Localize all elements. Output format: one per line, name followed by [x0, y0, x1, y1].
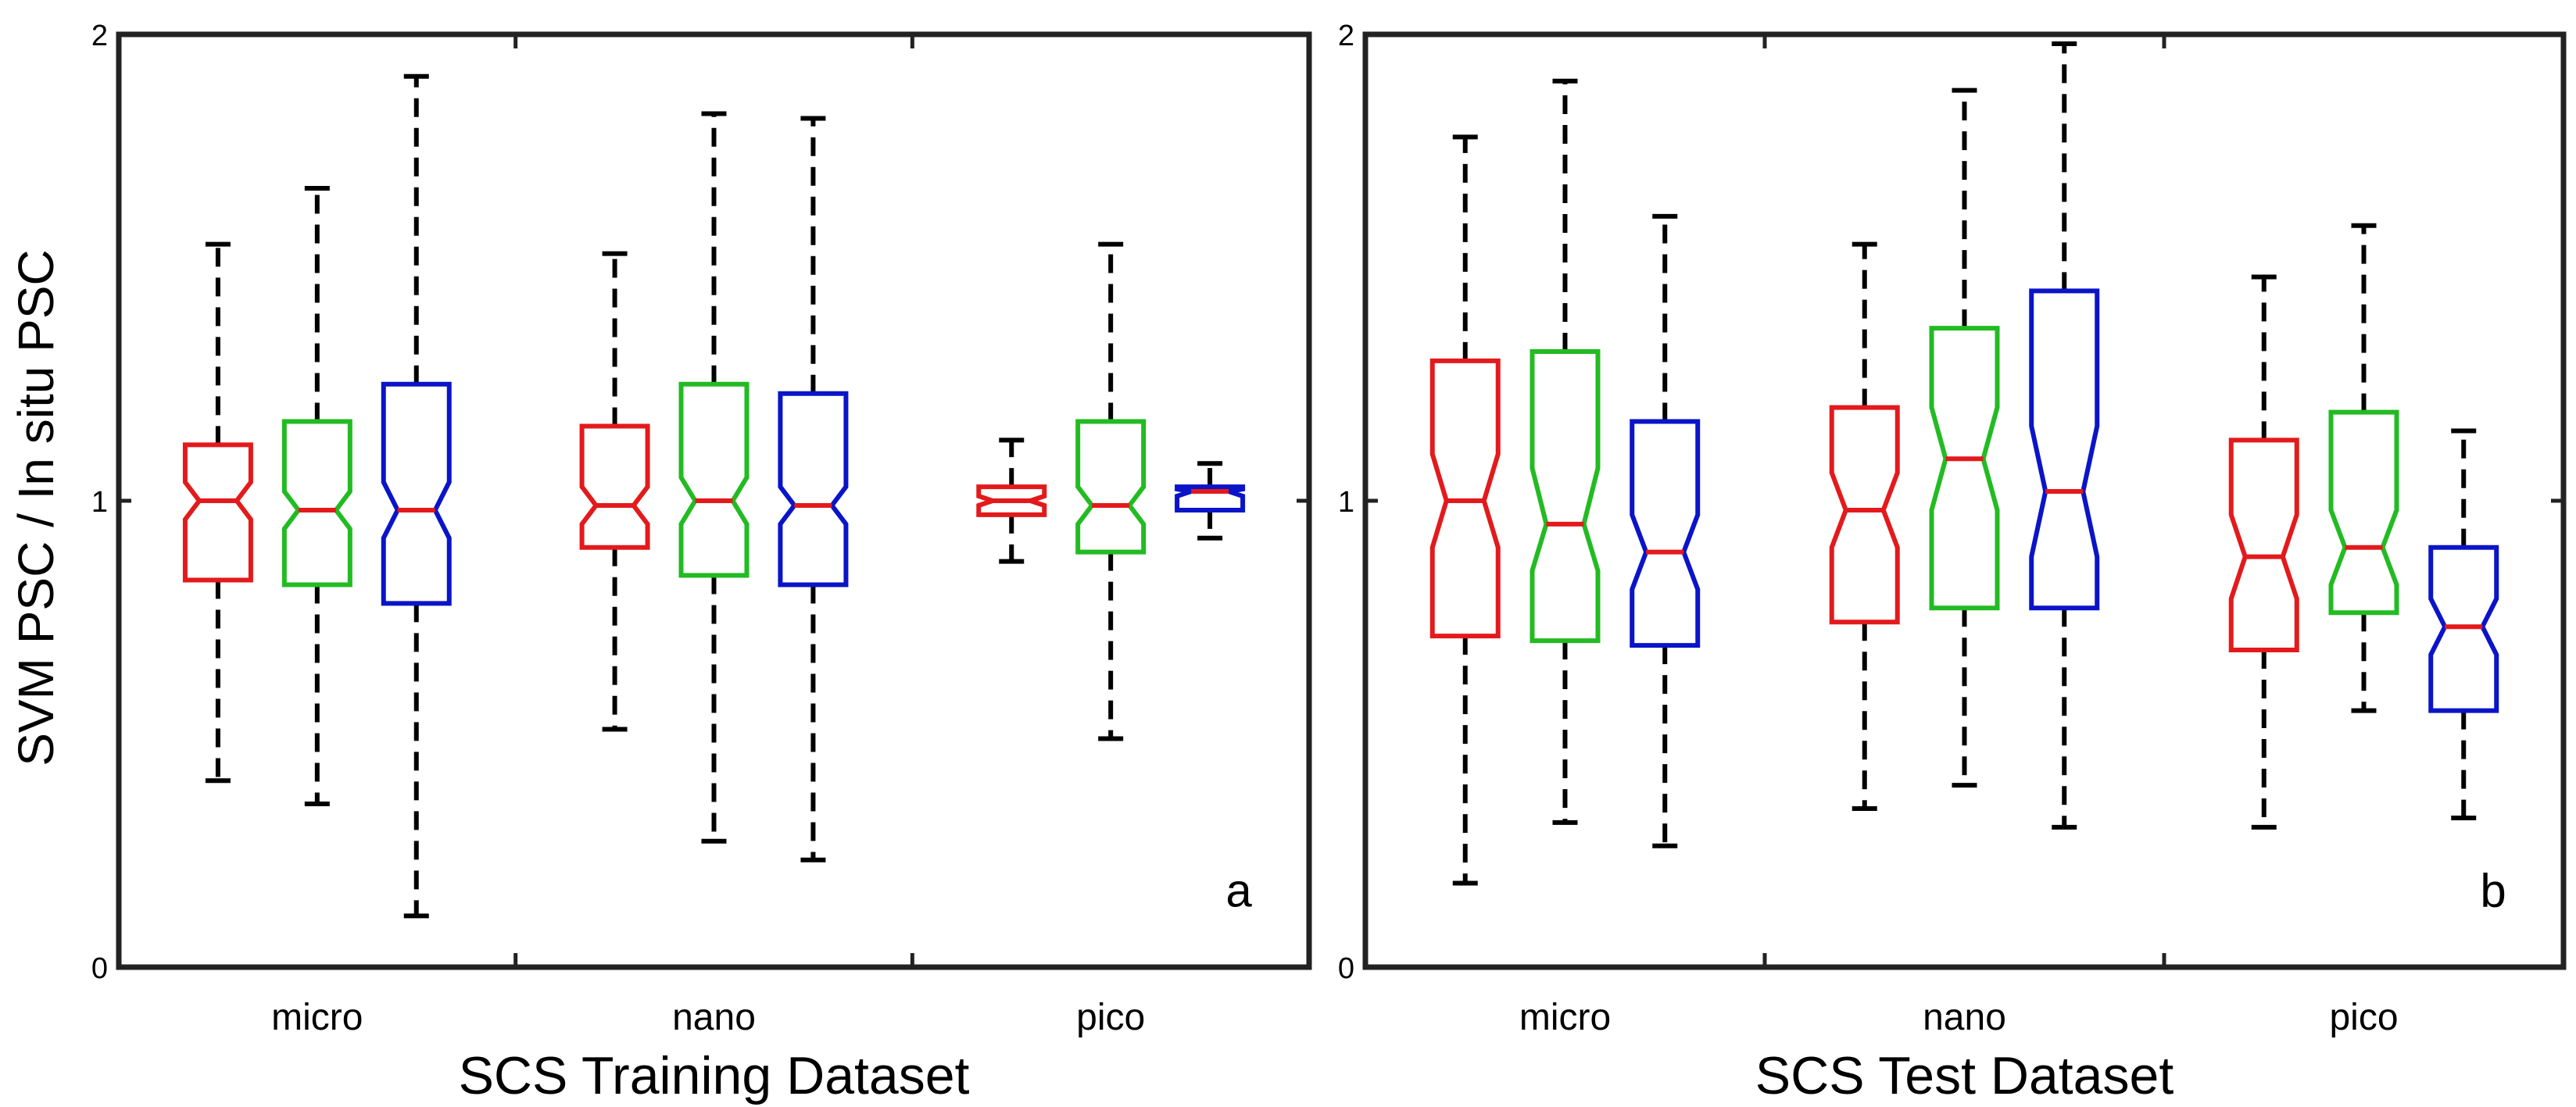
x-tick-label-nano: nano	[672, 997, 756, 1038]
x-tick-label-pico: pico	[2329, 997, 2398, 1038]
x-axis-label-b: SCS Test Dataset	[1755, 1046, 2174, 1105]
box-body	[1530, 348, 1601, 644]
box-a-micro-3	[381, 73, 452, 919]
box-body	[2228, 437, 2299, 653]
panel-b-test: 0 1 2 micro nano pico SCS Test Dataset b	[1338, 20, 2567, 1105]
box-body	[778, 391, 849, 587]
box-body	[2029, 288, 2100, 611]
box-b-pico-3	[2428, 428, 2499, 820]
box-b-pico-2	[2328, 223, 2399, 713]
box-body	[579, 423, 650, 550]
y-tick-label: 1	[1338, 486, 1354, 519]
panel-label-b: b	[2480, 864, 2506, 916]
box-b-nano-1	[1829, 241, 1900, 812]
box-a-micro-2	[281, 186, 352, 807]
box-body	[1630, 419, 1701, 648]
box-b-micro-2	[1530, 78, 1601, 825]
y-tick-label: 2	[91, 20, 108, 52]
panel-label-a: a	[1225, 864, 1252, 916]
box-b-pico-1	[2228, 274, 2299, 830]
y-axis-label: SVM PSC / In situ PSC	[8, 249, 64, 766]
box-body	[1929, 326, 2000, 611]
box-body	[182, 442, 253, 583]
x-axis-label-a: SCS Training Dataset	[459, 1046, 970, 1105]
box-body	[1829, 405, 1900, 625]
y-tick-label: 0	[91, 952, 108, 985]
x-tick-label-nano: nano	[1923, 997, 2006, 1038]
y-tick-label: 0	[1338, 952, 1354, 985]
box-body	[2328, 409, 2399, 616]
box-a-nano-1	[579, 251, 650, 732]
box-body	[678, 381, 750, 578]
box-b-nano-3	[2029, 41, 2100, 830]
box-b-micro-1	[1429, 134, 1501, 886]
box-a-pico-2	[1075, 241, 1147, 741]
box-a-pico-1	[976, 437, 1047, 564]
box-a-nano-3	[778, 116, 849, 862]
box-a-pico-3	[1175, 461, 1246, 541]
y-tick-label: 1	[91, 486, 108, 519]
panel-a-training: 0 1 2 micro nano pico SCS Training Dataset a	[91, 20, 1312, 1105]
x-tick-label-micro: micro	[271, 997, 363, 1038]
box-a-micro-1	[182, 241, 253, 784]
box-b-nano-2	[1929, 87, 2000, 788]
box-body	[281, 419, 352, 587]
box-body	[1075, 419, 1147, 555]
x-tick-label-micro: micro	[1519, 997, 1611, 1038]
box-a-nano-2	[678, 111, 750, 844]
x-tick-label-pico: pico	[1076, 997, 1145, 1038]
box-b-micro-3	[1630, 213, 1701, 848]
y-tick-label: 2	[1338, 20, 1354, 52]
box-body	[381, 381, 452, 606]
